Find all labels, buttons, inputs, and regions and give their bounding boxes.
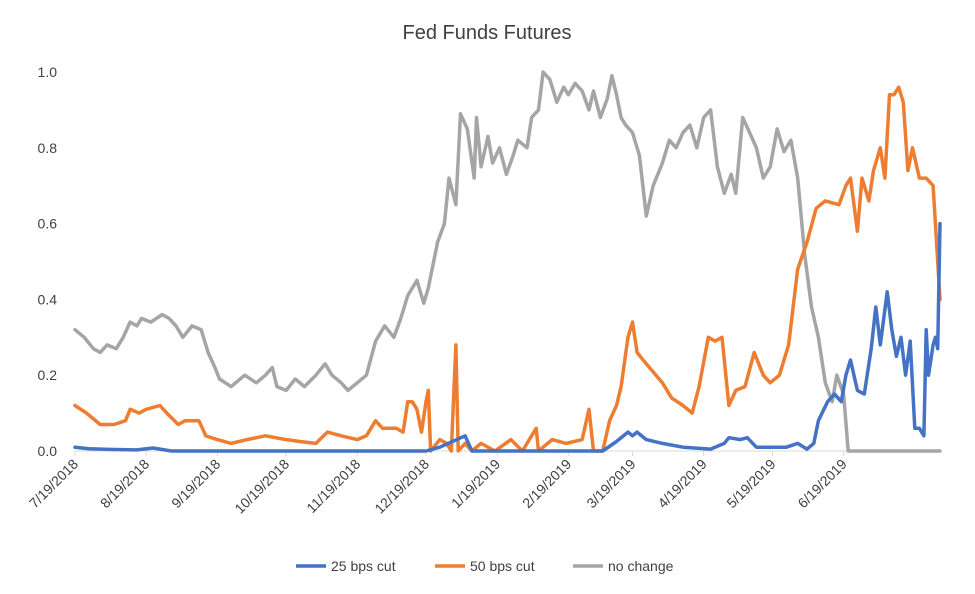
y-tick-label: 0.6 [38, 216, 58, 232]
legend: 25 bps cut 50 bps cut no change [296, 558, 674, 574]
legend-label: no change [608, 558, 674, 574]
x-tick-label: 2/19/2019 [519, 456, 575, 512]
y-tick-label: 0.2 [38, 367, 58, 383]
x-axis: 7/19/2018 8/19/2018 9/19/2018 10/19/2018 11/… [26, 450, 940, 517]
series-line-no-change [73, 70, 942, 453]
x-tick-label: 1/19/2019 [448, 456, 504, 512]
x-tick-label: 12/19/2018 [371, 456, 432, 517]
x-tick-label: 5/19/2019 [723, 456, 779, 512]
x-tick-label: 4/19/2019 [654, 456, 710, 512]
y-tick-label: 0.0 [38, 443, 58, 459]
legend-label: 50 bps cut [470, 558, 535, 574]
x-tick-label: 3/19/2019 [583, 456, 639, 512]
series-line-25-bps-cut [73, 221, 942, 453]
x-tick-label: 9/19/2018 [168, 456, 224, 512]
series-layer [73, 70, 942, 453]
x-tick-label: 7/19/2018 [26, 456, 82, 512]
y-tick-label: 1.0 [38, 64, 58, 80]
y-tick-label: 0.4 [38, 291, 58, 307]
x-tick-label: 6/19/2019 [794, 456, 850, 512]
x-tick-label: 11/19/2018 [303, 456, 363, 516]
y-tick-label: 0.8 [38, 140, 58, 156]
legend-label: 25 bps cut [331, 558, 396, 574]
chart-title: Fed Funds Futures [403, 22, 572, 44]
x-tick-label: 8/19/2018 [97, 456, 153, 512]
y-axis: 0.0 0.2 0.4 0.6 0.8 1.0 [38, 64, 58, 459]
x-tick-label: 10/19/2018 [231, 456, 292, 517]
series-line-50-bps-cut [73, 85, 942, 453]
